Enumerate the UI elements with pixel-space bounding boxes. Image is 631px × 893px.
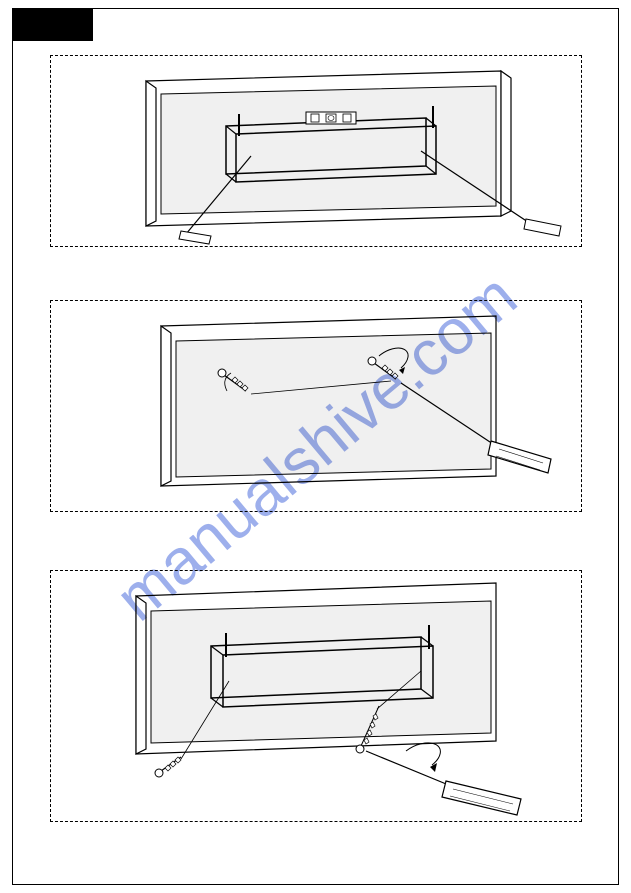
- diagram-3-svg: [51, 571, 581, 821]
- diagram-2-svg: [51, 301, 581, 511]
- header-tab: [13, 9, 93, 41]
- diagram-1-svg: [51, 56, 581, 246]
- diagram-step-3: [50, 570, 582, 822]
- diagram-step-2: [50, 300, 582, 512]
- diagram-step-1: [50, 55, 582, 247]
